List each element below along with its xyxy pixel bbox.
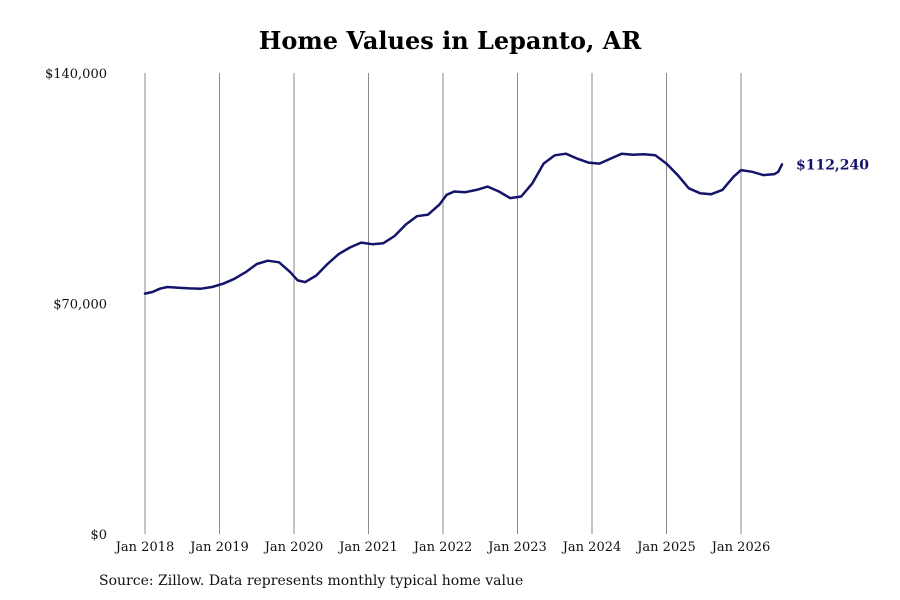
y-tick-label: $70,000 [53,298,107,313]
x-tick-label: Jan 2026 [710,540,771,555]
source-note: Source: Zillow. Data represents monthly … [99,573,524,589]
x-tick-label: Jan 2025 [635,540,696,555]
x-tick-label: Jan 2022 [412,540,473,555]
y-tick-label: $140,000 [45,67,107,82]
series-line [143,152,784,295]
x-tick-label: Jan 2021 [337,540,398,555]
chart-title: Home Values in Lepanto, AR [258,26,642,55]
y-axis-ticks: $0 $70,000 $140,000 [45,67,107,543]
x-tick-label: Jan 2024 [561,540,622,555]
x-tick-label: Jan 2019 [188,540,249,555]
end-value-label: $112,240 [796,157,869,173]
series-lines [143,152,784,295]
x-tick-label: Jan 2023 [486,540,547,555]
x-axis-ticks: Jan 2018 Jan 2019 Jan 2020 Jan 2021 Jan 2022… [114,540,771,555]
x-tick-label: Jan 2018 [114,540,175,555]
grid-lines [144,73,742,534]
y-tick-label: $0 [90,528,107,543]
x-tick-label: Jan 2020 [263,540,324,555]
